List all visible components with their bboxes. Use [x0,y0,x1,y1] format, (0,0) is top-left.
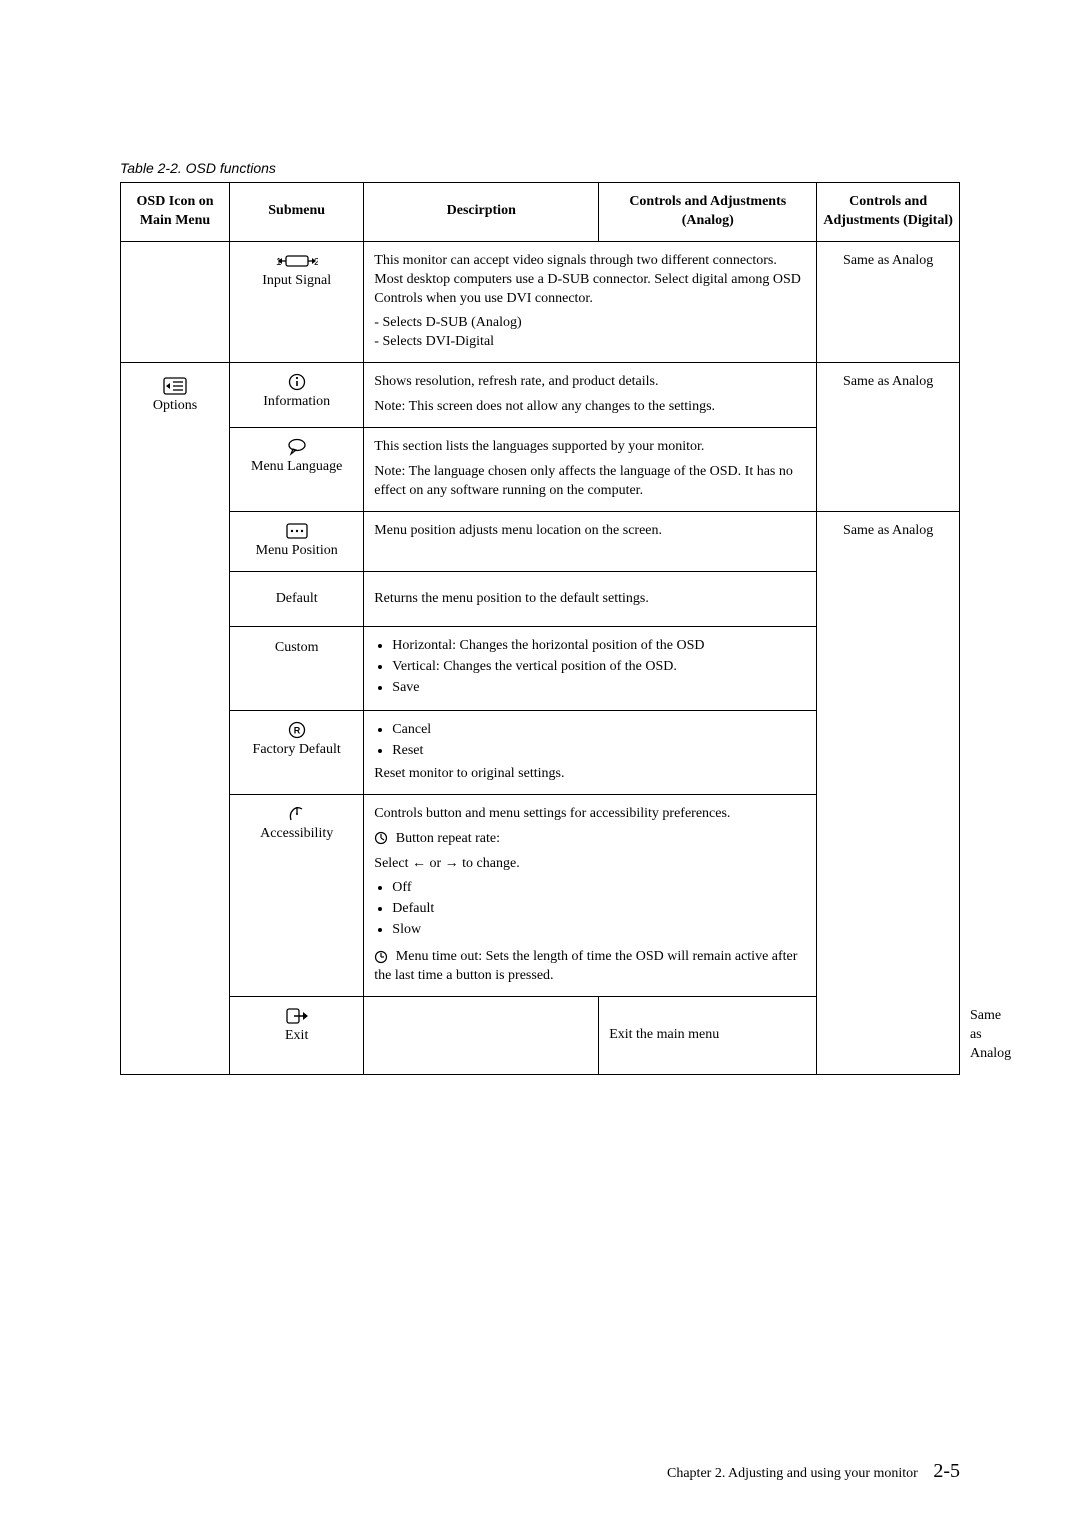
footer-page-number: 2-5 [933,1460,960,1482]
header-icon: OSD Icon on Main Menu [121,183,230,242]
submenu-label: Default [276,591,318,606]
list-item: Cancel [392,721,806,740]
main-icon-label: Options [153,398,197,413]
text: Note: The language chosen only affects t… [374,463,806,501]
osd-functions-table: OSD Icon on Main MenuSubmenuDescirptionC… [120,182,960,1075]
list-item: Default [392,900,806,919]
list-item: Horizontal: Changes the horizontal posit… [392,637,806,656]
text: Controls button and menu settings for ac… [374,805,806,824]
submenu-label: Accessibility [240,825,353,844]
list-item: Off [392,879,806,898]
options-icon [163,377,187,395]
submenu-label: Input Signal [240,272,353,291]
digital-same-as-analog: Same as Analog [817,363,960,511]
list-item: Vertical: Changes the vertical position … [392,658,806,677]
page-footer: Chapter 2. Adjusting and using your moni… [667,1460,960,1483]
table-row: Exit Exit the main menu Same as Analog [121,996,960,1074]
input-signal-icon: 1 2 [276,253,318,269]
menu-position-icon [286,523,308,539]
table-row: Menu Position Menu position adjusts menu… [121,511,960,571]
factory-default-icon: R [288,721,306,739]
submenu-menu-language: Menu Language [230,428,364,512]
submenu-label: Factory Default [240,741,353,760]
desc-menu-position: Menu position adjusts menu location on t… [364,511,817,571]
list-item: Reset [392,742,806,761]
language-icon [287,438,307,456]
table-caption: Table 2-2. OSD functions [120,160,960,176]
submenu-input-signal: 1 2 Input Signal [230,241,364,362]
desc-default: Returns the menu position to the default… [364,571,817,627]
text: - Selects D-SUB (Analog) [374,315,521,330]
digital-same-as-analog: Same as Analog [817,241,960,362]
header-submenu: Submenu [230,183,364,242]
submenu-accessibility: Accessibility [230,794,364,996]
desc-menu-language: This section lists the languages support… [364,428,817,512]
submenu-label: Menu Position [240,542,353,561]
desc-factory-default: Cancel Reset Reset monitor to original s… [364,711,817,795]
text: Button repeat rate: [374,830,806,849]
list-item: Slow [392,921,806,940]
text: Menu time out: Sets the length of time t… [374,949,797,983]
submenu-label: Custom [275,640,319,655]
text: This monitor can accept video signals th… [374,252,806,309]
text: Note: This screen does not allow any cha… [374,398,806,417]
text: Button repeat rate: [396,831,500,846]
text: Menu position adjusts menu location on t… [374,522,806,541]
submenu-information: Information [230,363,364,428]
submenu-label: Menu Language [240,458,353,477]
submenu-factory-default: R Factory Default [230,711,364,795]
main-icon-exit: Exit [230,996,364,1074]
desc-accessibility: Controls button and menu settings for ac… [364,794,817,996]
table-row: 1 2 Input Signal This monitor can ac [121,241,960,362]
exit-icon [286,1008,308,1024]
submenu-menu-position: Menu Position [230,511,364,571]
text: Returns the menu position to the default… [374,591,649,606]
table-row: Options Information Shows resolution, [121,363,960,428]
information-icon [288,373,306,391]
text: - Selects DVI-Digital [374,334,494,349]
text: Menu time out: Sets the length of time t… [374,948,806,986]
text: Select ← or → to change. [374,855,806,874]
table-header-row: OSD Icon on Main MenuSubmenuDescirptionC… [121,183,960,242]
accessibility-icon [287,804,307,824]
svg-text:2: 2 [314,257,318,268]
text: Reset monitor to original settings. [374,766,564,781]
submenu-default: Default [230,571,364,627]
svg-text:R: R [293,726,300,736]
desc-custom: Horizontal: Changes the horizontal posit… [364,627,817,711]
repeat-rate-icon [374,831,388,845]
desc-information: Shows resolution, refresh rate, and prod… [364,363,817,428]
main-icon-options: Options [121,363,230,1074]
footer-chapter: Chapter 2. Adjusting and using your moni… [667,1466,918,1481]
text: Shows resolution, refresh rate, and prod… [374,373,806,392]
digital-same-as-analog: Same as Analog [817,511,960,1074]
desc-input-signal: This monitor can accept video signals th… [364,241,817,362]
submenu-label: Information [240,393,353,412]
header-digital: Controls and Adjustments (Digital) [817,183,960,242]
text: This section lists the languages support… [374,438,806,457]
text: - Selects D-SUB (Analog) - Selects DVI-Di… [374,314,806,352]
header-analog: Controls and Adjustments (Analog) [599,183,817,242]
header-desc: Descirption [364,183,599,242]
timeout-icon [374,950,388,964]
main-icon-cell-empty [121,241,230,362]
main-icon-label: Exit [285,1028,308,1043]
submenu-exit-empty [364,996,599,1074]
submenu-custom: Custom [230,627,364,711]
desc-exit: Exit the main menu [599,996,960,1074]
list-item: Save [392,679,806,698]
